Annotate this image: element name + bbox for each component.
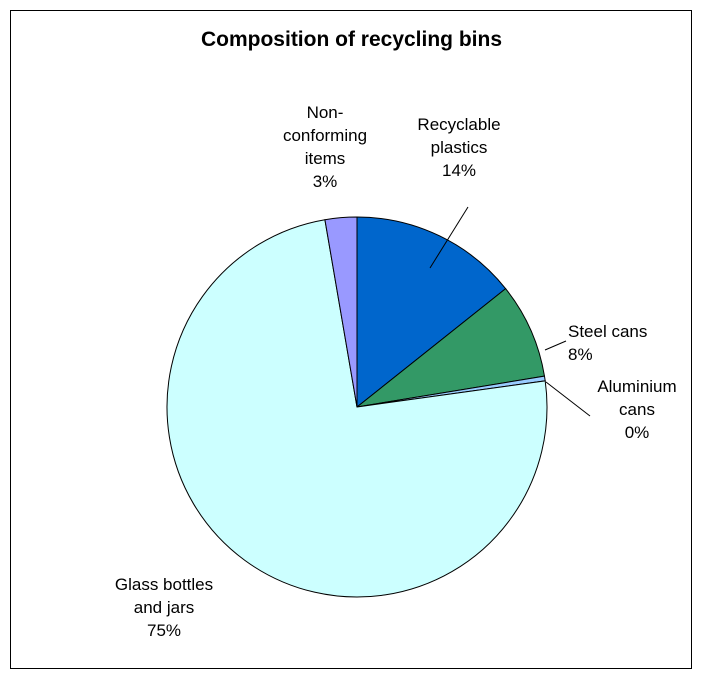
leader-line-steel-cans bbox=[545, 341, 566, 350]
data-label-recyclable-plastics: Recyclable plastics 14% bbox=[417, 115, 500, 180]
data-label-aluminium-cans: Aluminium cans 0% bbox=[597, 377, 676, 442]
data-label-non-conforming-items: Non-conforming items 3% bbox=[283, 103, 367, 191]
leader-line-aluminium-cans bbox=[546, 382, 590, 416]
data-label-glass-bottles-and-jars: Glass bottles and jars 75% bbox=[115, 575, 213, 640]
data-label-steel-cans: Steel cans 8% bbox=[568, 322, 647, 364]
